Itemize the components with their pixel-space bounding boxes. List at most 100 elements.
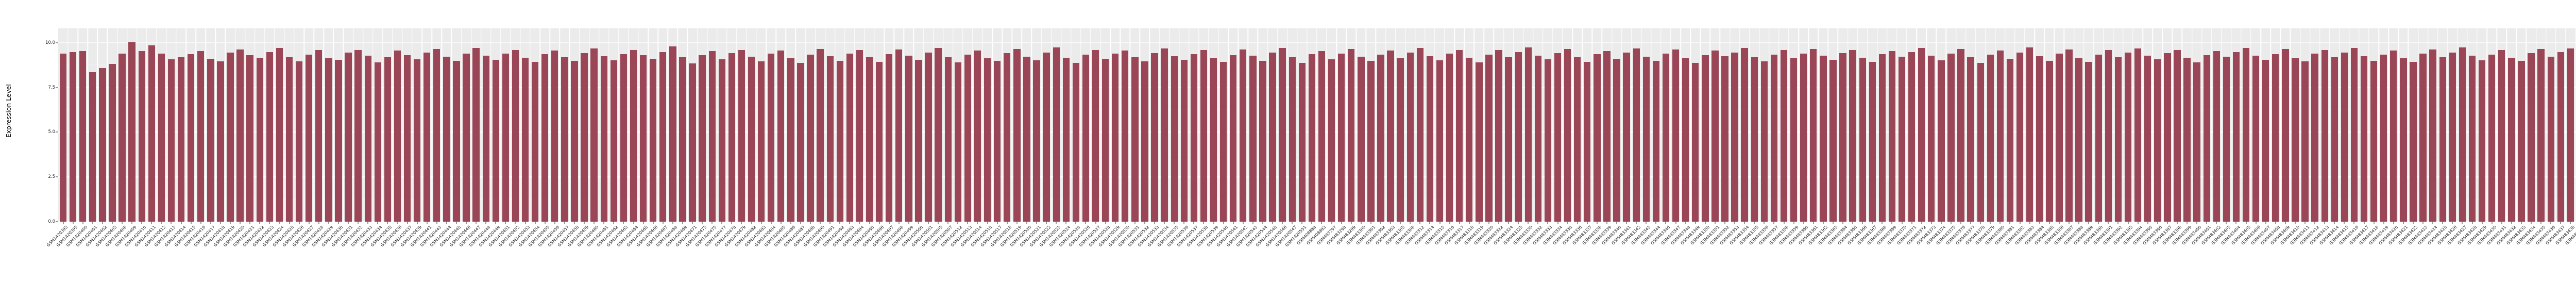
bar[interactable]	[649, 59, 657, 222]
bar[interactable]	[2547, 56, 2554, 222]
bar[interactable]	[836, 60, 843, 222]
bar[interactable]	[1298, 62, 1306, 222]
bar[interactable]	[2154, 59, 2161, 222]
bar[interactable]	[2459, 47, 2466, 222]
bar[interactable]	[1977, 62, 1984, 222]
bar[interactable]	[2203, 55, 2210, 222]
bar[interactable]	[935, 48, 942, 222]
bar[interactable]	[1190, 54, 1198, 222]
bar[interactable]	[443, 56, 450, 222]
bar[interactable]	[807, 55, 814, 222]
bar[interactable]	[1692, 63, 1699, 222]
bar[interactable]	[768, 54, 775, 222]
bar[interactable]	[492, 59, 499, 222]
bar[interactable]	[571, 61, 578, 222]
bar[interactable]	[1397, 58, 1404, 222]
bar[interactable]	[1082, 54, 1090, 222]
bar[interactable]	[384, 57, 392, 222]
bar[interactable]	[2321, 50, 2328, 222]
bar[interactable]	[1967, 57, 1974, 222]
bar[interactable]	[2085, 61, 2092, 222]
bar[interactable]	[846, 53, 854, 222]
bar[interactable]	[2183, 57, 2191, 222]
bar[interactable]	[2272, 54, 2279, 222]
bar[interactable]	[699, 55, 706, 222]
bar[interactable]	[453, 60, 460, 222]
bar[interactable]	[1456, 49, 1463, 222]
bar[interactable]	[89, 72, 96, 222]
bar[interactable]	[1436, 60, 1444, 222]
bar[interactable]	[1662, 53, 1670, 222]
bar[interactable]	[354, 49, 362, 222]
bar[interactable]	[325, 58, 332, 222]
bar[interactable]	[1652, 60, 1660, 222]
bar[interactable]	[2016, 53, 2024, 222]
bar[interactable]	[1171, 56, 1178, 222]
bar[interactable]	[2410, 62, 2417, 222]
bar[interactable]	[2518, 61, 2525, 222]
bar[interactable]	[394, 51, 401, 222]
bar[interactable]	[335, 59, 342, 222]
bar[interactable]	[1485, 54, 1493, 222]
bar[interactable]	[1328, 59, 1335, 222]
bar[interactable]	[954, 62, 961, 222]
bar[interactable]	[993, 61, 1001, 222]
bar[interactable]	[109, 64, 116, 222]
bar[interactable]	[1800, 54, 1807, 222]
bar[interactable]	[1810, 48, 1817, 222]
bar[interactable]	[974, 51, 981, 222]
bar[interactable]	[2557, 52, 2564, 222]
bar[interactable]	[1731, 52, 1738, 222]
bar[interactable]	[1151, 53, 1158, 222]
bar[interactable]	[748, 56, 755, 222]
bar[interactable]	[1839, 53, 1846, 222]
bar[interactable]	[306, 54, 313, 222]
bar[interactable]	[1682, 58, 1689, 222]
bar[interactable]	[1092, 49, 1099, 222]
bar[interactable]	[1240, 49, 1247, 222]
bar[interactable]	[2292, 58, 2299, 222]
bar[interactable]	[1878, 54, 1886, 222]
bar[interactable]	[1594, 54, 1601, 222]
bar[interactable]	[1337, 53, 1345, 222]
bar[interactable]	[1131, 57, 1139, 222]
bar[interactable]	[1623, 53, 1630, 222]
bar[interactable]	[2242, 47, 2250, 222]
bar[interactable]	[1987, 55, 1994, 222]
bar[interactable]	[787, 58, 794, 222]
bar[interactable]	[266, 52, 274, 222]
bar[interactable]	[679, 57, 686, 222]
bar[interactable]	[1554, 53, 1562, 222]
bar[interactable]	[1013, 49, 1021, 222]
bar[interactable]	[1269, 53, 1276, 222]
bar[interactable]	[1790, 58, 1798, 222]
bar[interactable]	[236, 49, 244, 222]
bar[interactable]	[59, 54, 67, 222]
bar[interactable]	[2311, 53, 2318, 222]
bar[interactable]	[463, 54, 470, 222]
bar[interactable]	[99, 68, 106, 222]
bar[interactable]	[2537, 48, 2545, 222]
bar[interactable]	[423, 52, 431, 222]
bar[interactable]	[79, 51, 87, 222]
bar[interactable]	[285, 57, 293, 222]
bar[interactable]	[541, 54, 549, 222]
bar[interactable]	[177, 57, 185, 222]
bar[interactable]	[1053, 47, 1060, 222]
bar[interactable]	[1584, 61, 1591, 222]
bar[interactable]	[2164, 53, 2171, 222]
bar[interactable]	[1741, 47, 1748, 222]
bar[interactable]	[1633, 48, 1640, 222]
bar[interactable]	[1476, 62, 1483, 222]
bar[interactable]	[817, 48, 824, 222]
bar[interactable]	[1770, 54, 1778, 222]
bar[interactable]	[1043, 52, 1050, 222]
bar[interactable]	[69, 52, 77, 222]
bar[interactable]	[187, 54, 195, 222]
bar[interactable]	[531, 62, 539, 222]
bar[interactable]	[630, 49, 637, 222]
bar[interactable]	[866, 57, 873, 222]
bar[interactable]	[2350, 48, 2358, 222]
bar[interactable]	[1721, 56, 1728, 222]
bar[interactable]	[895, 49, 903, 222]
